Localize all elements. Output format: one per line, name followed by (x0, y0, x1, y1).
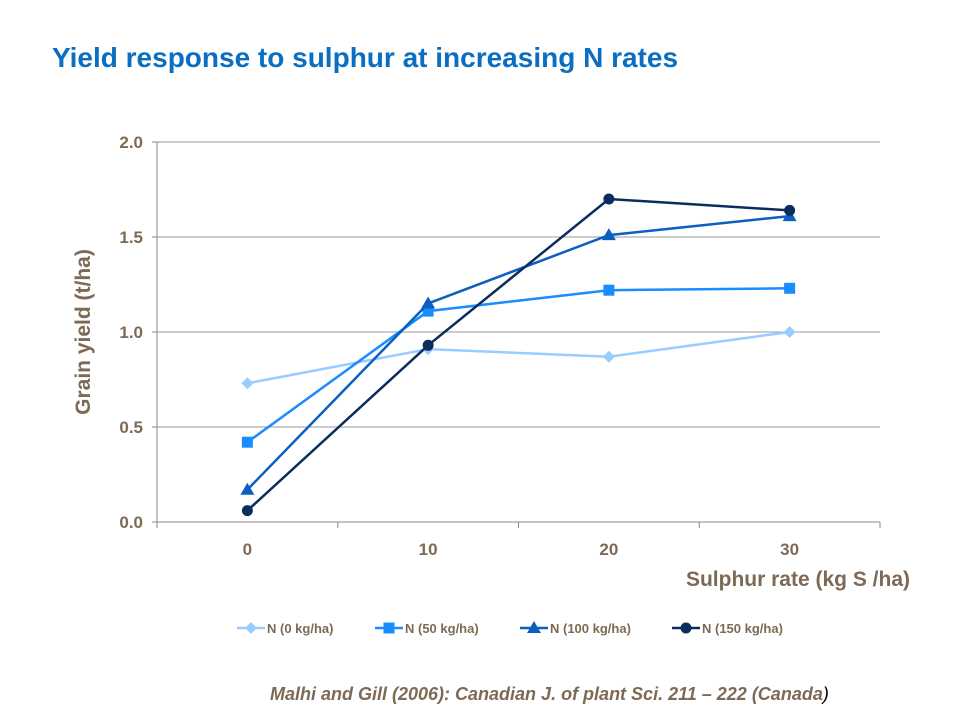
series-1 (241, 282, 796, 448)
x-tick-label: 30 (780, 540, 799, 559)
data-point (241, 436, 253, 448)
citation: Malhi and Gill (2006): Canadian J. of pl… (270, 684, 829, 705)
citation-text: Malhi and Gill (2006): Canadian J. of pl… (270, 684, 823, 704)
x-tick-label: 10 (419, 540, 438, 559)
x-tick-label: 0 (243, 540, 252, 559)
data-point (784, 204, 796, 216)
y-tick-label: 1.5 (119, 228, 143, 247)
data-point (421, 296, 436, 309)
series-line (246, 214, 790, 491)
data-point (603, 284, 615, 296)
data-point (601, 228, 616, 241)
y-tick-label: 1.0 (119, 323, 143, 342)
y-tick-label: 2.0 (119, 133, 143, 152)
data-point (240, 482, 255, 495)
slide-title: Yield response to sulphur at increasing … (52, 42, 679, 73)
legend-marker (527, 621, 541, 633)
legend-marker (680, 622, 692, 634)
y-tick-label: 0.5 (119, 418, 143, 437)
legend-marker (383, 622, 395, 634)
y-tick-label: 0.0 (119, 513, 143, 532)
line-chart: 0.0 0.5 1.0 1.5 2.0 0 10 20 30 Sulphur rate (kg S… (72, 133, 910, 636)
series-line (246, 197, 790, 512)
legend-item: N (100 kg/ha) (520, 621, 631, 636)
x-tick-label: 20 (599, 540, 618, 559)
legend-marker (245, 622, 257, 634)
legend-label: N (100 kg/ha) (550, 621, 631, 636)
data-point (422, 305, 434, 317)
data-point (241, 505, 253, 517)
series-line (246, 287, 790, 444)
data-point (422, 339, 434, 351)
series-line (247, 330, 790, 385)
data-point (783, 326, 796, 338)
y-axis-label: Grain yield (t/ha) (72, 249, 95, 415)
data-point (241, 377, 254, 390)
x-axis-label: Sulphur rate (kg S /ha) (686, 568, 910, 591)
legend-label: N (0 kg/ha) (267, 621, 333, 636)
legend-item: N (150 kg/ha) (672, 621, 783, 636)
data-point (603, 193, 615, 205)
data-point (602, 350, 615, 363)
data-point (784, 282, 796, 294)
citation-end: ) (822, 684, 829, 704)
series-0 (241, 326, 796, 390)
legend-item: N (50 kg/ha) (375, 621, 479, 636)
legend-label: N (150 kg/ha) (702, 621, 783, 636)
series-3 (241, 193, 796, 517)
legend-item: N (0 kg/ha) (237, 621, 333, 636)
legend-label: N (50 kg/ha) (405, 621, 479, 636)
